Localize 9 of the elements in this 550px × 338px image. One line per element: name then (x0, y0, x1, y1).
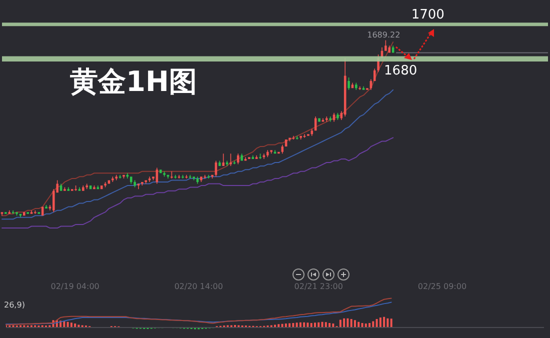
x-tick-label: 02/20 14:00 (174, 282, 223, 291)
x-tick-label: 02/21 23:00 (294, 282, 343, 291)
annotation: 26,9) (4, 300, 25, 310)
text: 黄金1H图 (70, 65, 197, 98)
band-label: 1680 (384, 63, 418, 78)
x-tick-label: 02/25 09:00 (418, 282, 467, 291)
text: 1689.22 (367, 30, 400, 40)
band-label: 1700 (411, 7, 444, 22)
x-tick-label: 02/19 04:00 (50, 282, 100, 291)
